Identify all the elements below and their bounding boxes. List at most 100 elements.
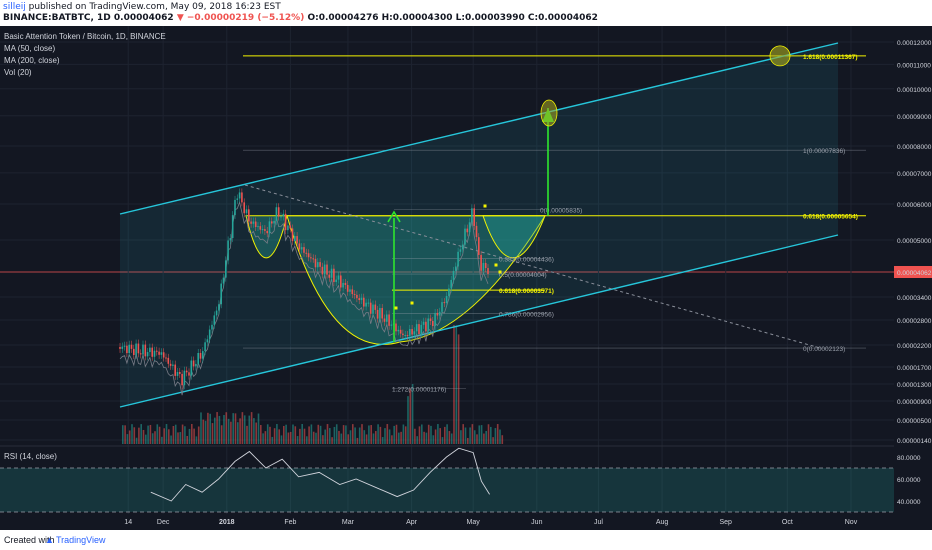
candle-body: [172, 364, 174, 366]
candle-body: [206, 339, 209, 343]
volume-bar: [345, 425, 347, 444]
candle-body: [174, 364, 176, 376]
volume-bar: [292, 424, 294, 444]
candle-body: [227, 240, 229, 261]
candle-body: [280, 216, 282, 218]
signal-marker: [410, 301, 414, 305]
volume-bar: [283, 425, 285, 444]
fib-label: 0.382(0.00004436): [499, 256, 554, 263]
volume-bar: [138, 427, 140, 444]
volume-bar: [414, 428, 416, 444]
volume-bar: [133, 427, 136, 444]
candle-body: [181, 373, 183, 386]
candle-body: [195, 363, 197, 367]
channel-lower-line: [119, 234, 839, 408]
candle-body: [310, 257, 312, 259]
volume-bar: [395, 424, 398, 444]
volume-bar: [237, 422, 239, 444]
candle-body: [211, 324, 213, 330]
publication-header: silleij published on TradingView.com, Ma…: [0, 0, 932, 26]
tradingview-brand[interactable]: TradingView: [56, 535, 106, 545]
volume-bar: [299, 428, 301, 444]
candle-body: [365, 302, 367, 307]
legend-rsi[interactable]: RSI (14, close): [4, 452, 57, 461]
volume-bar: [388, 429, 391, 444]
candle-body: [146, 352, 149, 357]
last-price-badge: [894, 266, 932, 278]
volume-bar: [439, 428, 441, 444]
author-link[interactable]: silleij: [3, 2, 26, 12]
candle-body: [406, 334, 409, 336]
volume-bar: [122, 425, 124, 444]
candle-body: [379, 308, 381, 319]
volume-bar: [462, 424, 464, 444]
price-tick-label: 0.00004062: [897, 270, 932, 277]
volume-bar: [301, 424, 303, 444]
volume-bar: [308, 426, 310, 444]
candle-body: [464, 228, 466, 245]
candle-body: [231, 215, 234, 239]
candle-body: [411, 328, 413, 335]
volume-bar: [432, 435, 435, 444]
candle-body: [466, 228, 469, 233]
candle-body: [397, 329, 400, 332]
published-text: published on TradingView.com, May 09, 20…: [28, 2, 281, 12]
price-tick-label: 0.00002200: [897, 343, 932, 350]
candle-body: [284, 213, 287, 231]
candle-body: [484, 262, 487, 269]
price-axis: 0.00012000 0.00011000 0.00010000 0.00009000…: [894, 26, 932, 530]
candle-body: [342, 282, 344, 288]
price-chart-canvas[interactable]: 1.618(0.00011367) 1(0.00007836) 0(0.000058…: [0, 0, 932, 530]
legend-ma50[interactable]: MA (50, close): [4, 44, 56, 53]
candle-body: [165, 357, 167, 359]
candle-body: [273, 220, 275, 224]
volume-bar: [131, 424, 133, 444]
price-tick-label: 0.00002800: [897, 318, 932, 325]
candle-body: [241, 192, 243, 203]
volume-bar: [326, 424, 329, 444]
volume-bar: [338, 430, 340, 444]
volume-bar: [278, 429, 280, 444]
rsi-panel: 80.0000 60.0000 40.0000: [0, 445, 921, 513]
candle-body: [190, 360, 193, 376]
signal-marker: [498, 270, 502, 274]
volume-bar: [191, 424, 193, 444]
candle-body: [314, 258, 317, 268]
candle-body: [413, 331, 416, 335]
candle-body: [425, 321, 427, 332]
price-tick-label: 0.00010000: [897, 87, 932, 94]
volume-bar: [450, 433, 453, 444]
volume-bar: [243, 415, 246, 444]
candle-body: [137, 343, 140, 354]
legend-ma200[interactable]: MA (200, close): [4, 56, 60, 65]
volume-bar: [365, 434, 368, 444]
candle-body: [360, 297, 363, 301]
candle-body: [349, 289, 351, 292]
candle-body: [438, 311, 441, 316]
candle-body: [204, 342, 206, 352]
candle-body: [296, 236, 298, 244]
candle-body: [328, 274, 331, 278]
candle-body: [351, 289, 354, 295]
price-tick-label: 0.00008000: [897, 144, 932, 151]
fib-label: 0.618(0.00003571): [499, 288, 554, 295]
price-tick-label: 0.00003400: [897, 295, 932, 302]
volume-bar: [260, 425, 262, 444]
volume-bar: [257, 413, 260, 444]
candle-body: [418, 324, 420, 335]
volume-bar: [285, 424, 287, 444]
volume-bar: [156, 424, 159, 444]
volume-bar: [460, 430, 462, 444]
volume-bar: [177, 432, 179, 444]
volume-bar: [147, 425, 149, 444]
candle-body: [480, 254, 482, 271]
volume-bar: [179, 432, 182, 444]
legend-vol[interactable]: Vol (20): [4, 68, 32, 77]
volume-bar: [287, 432, 290, 444]
tradingview-logo-icon[interactable]: ▲: [45, 535, 54, 545]
volume-bar: [490, 426, 492, 444]
candle-body: [312, 258, 314, 260]
volume-bar: [172, 425, 175, 444]
volume-bar: [329, 428, 331, 444]
volume-bar: [154, 431, 156, 444]
